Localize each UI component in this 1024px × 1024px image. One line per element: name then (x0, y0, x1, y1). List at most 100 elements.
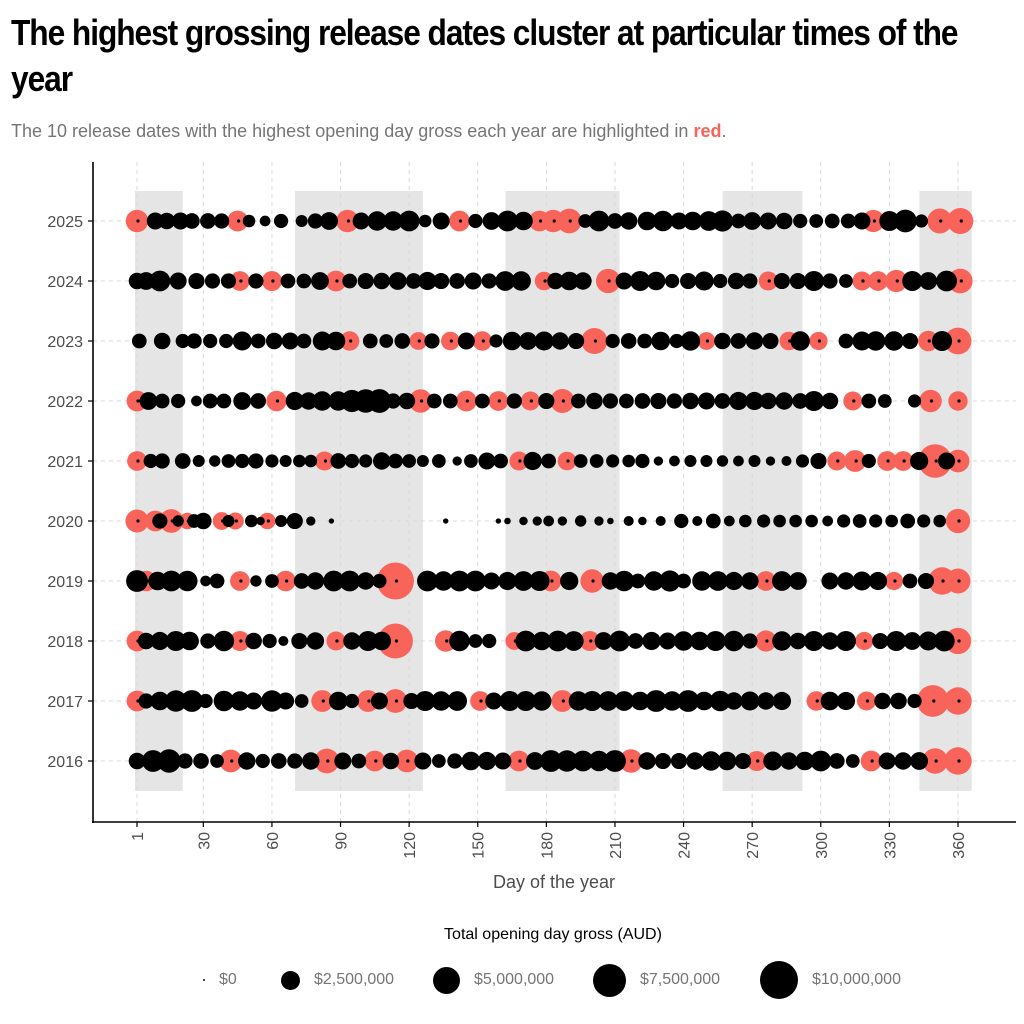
data-point (150, 631, 169, 651)
data-point (547, 272, 564, 290)
data-point-inner (136, 639, 140, 643)
x-tick-label: 150 (471, 832, 488, 859)
data-point (578, 214, 593, 228)
data-point (901, 332, 919, 350)
data-point (245, 514, 258, 528)
data-point (255, 753, 270, 769)
shaded-period-band (722, 191, 803, 791)
data-point (382, 752, 400, 770)
data-point-inner (607, 279, 611, 283)
data-point-inner (239, 579, 243, 583)
data-point (773, 514, 786, 528)
data-point (414, 752, 432, 770)
data-points (125, 207, 974, 775)
data-point-inner (481, 339, 485, 343)
data-point-inner (321, 699, 325, 703)
data-point (630, 270, 651, 292)
data-point (838, 333, 854, 349)
data-point (202, 393, 218, 409)
data-point (619, 212, 638, 230)
data-point (277, 692, 295, 710)
data-point (502, 331, 522, 351)
data-point (265, 574, 279, 588)
data-point (824, 213, 840, 229)
data-point (634, 393, 651, 409)
data-point-inner (765, 639, 769, 643)
x-tick-label: 60 (265, 832, 282, 850)
data-point (294, 694, 309, 708)
data-point (160, 570, 182, 592)
data-point (731, 213, 746, 229)
data-point (615, 272, 633, 290)
data-point (210, 754, 224, 768)
data-point-inner (957, 399, 961, 403)
data-point (837, 514, 851, 528)
data-point (903, 632, 922, 650)
data-point (692, 515, 703, 527)
data-point (523, 451, 542, 471)
data-point (705, 513, 721, 529)
data-point-inner (221, 519, 225, 523)
data-point (344, 453, 360, 469)
data-point (724, 571, 743, 591)
data-point (568, 691, 589, 711)
data-point (700, 454, 713, 468)
data-point (683, 211, 703, 231)
data-point (200, 633, 216, 649)
data-point (405, 273, 422, 289)
data-point (357, 630, 379, 652)
data-point (137, 632, 155, 650)
data-point (654, 752, 672, 770)
data-point-inner (419, 399, 424, 403)
data-point (745, 332, 764, 350)
data-point-inner (895, 279, 899, 283)
data-point (659, 570, 681, 592)
data-point (184, 213, 200, 229)
data-point (278, 635, 289, 647)
data-point (351, 753, 367, 769)
data-point (131, 333, 147, 349)
data-point (709, 690, 731, 712)
data-point (601, 572, 620, 590)
data-point (204, 273, 221, 289)
y-tick-label: 2020 (47, 514, 83, 531)
data-point (765, 456, 776, 466)
data-point (874, 692, 891, 710)
x-tick-label: 300 (814, 832, 831, 859)
data-point (792, 393, 809, 409)
data-point (334, 752, 352, 770)
data-point (519, 332, 537, 350)
data-point-inner (815, 699, 819, 703)
data-point (772, 631, 792, 651)
data-point (152, 513, 168, 529)
data-point-inner (927, 339, 931, 343)
subtitle-period: . (721, 121, 727, 141)
data-point (443, 518, 449, 524)
data-point (810, 452, 827, 470)
data-point (840, 213, 856, 229)
data-point (714, 332, 731, 350)
data-point-inner (346, 219, 350, 223)
data-point (907, 693, 922, 709)
data-point (195, 512, 212, 530)
data-point (644, 571, 664, 591)
data-point (532, 516, 542, 526)
data-point (651, 331, 671, 351)
data-point (727, 272, 745, 290)
data-point-inner (518, 459, 522, 463)
data-point (449, 273, 466, 289)
data-point-inner (394, 639, 399, 643)
data-point (822, 273, 838, 289)
x-tick-label: 120 (402, 832, 419, 859)
data-point-inner (561, 699, 565, 703)
data-point (372, 573, 387, 589)
data-point (594, 632, 613, 650)
data-point (795, 454, 810, 468)
data-point (172, 515, 184, 527)
data-point-inner (367, 699, 371, 703)
data-point-inner (957, 519, 961, 523)
data-point-inner (285, 579, 289, 583)
data-point (514, 211, 533, 231)
data-point (431, 691, 451, 711)
data-point (426, 393, 442, 409)
